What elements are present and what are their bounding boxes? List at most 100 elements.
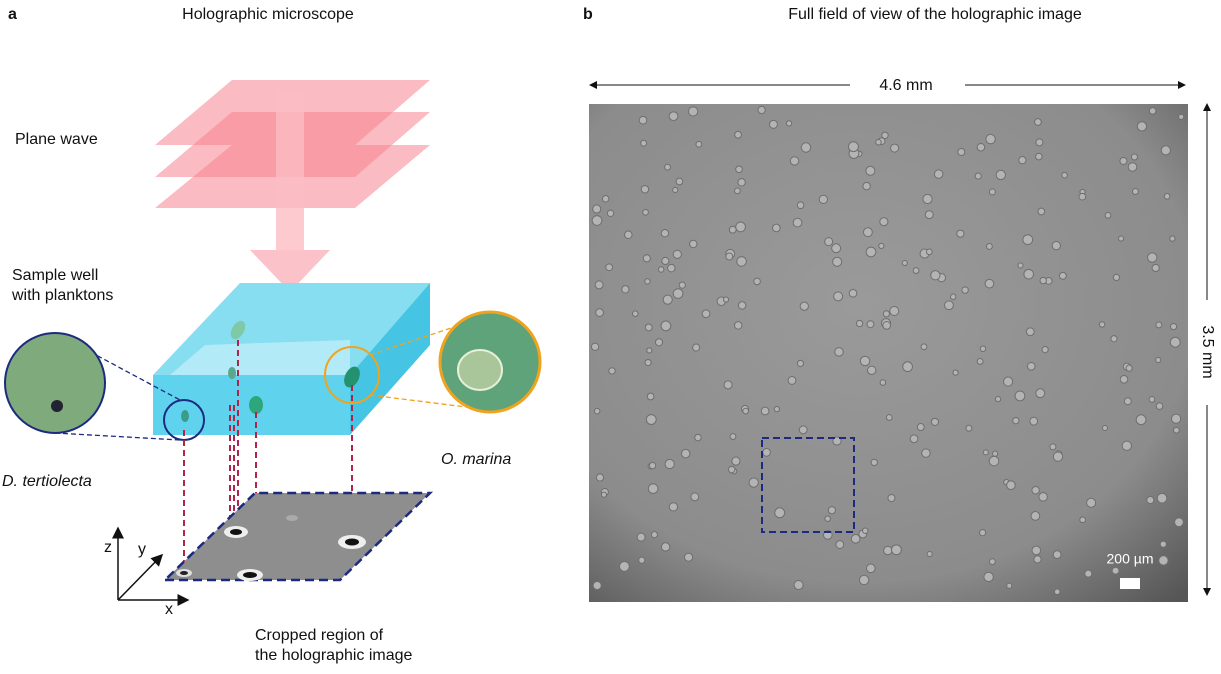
particle xyxy=(1120,157,1127,164)
particle xyxy=(1023,235,1033,245)
particle xyxy=(986,134,995,143)
particle xyxy=(736,222,746,232)
particle xyxy=(702,310,710,318)
particle xyxy=(625,231,632,238)
panel-title: Full field of view of the holographic im… xyxy=(788,6,1082,23)
particle xyxy=(926,249,932,255)
particle xyxy=(886,415,892,421)
particle xyxy=(734,322,742,330)
particle xyxy=(1007,583,1012,588)
particle xyxy=(673,250,681,258)
particle xyxy=(601,492,606,497)
particle xyxy=(1128,163,1137,172)
particle xyxy=(1087,498,1096,507)
particle xyxy=(730,434,736,440)
particle xyxy=(593,581,601,589)
particle xyxy=(1031,512,1040,521)
particle xyxy=(1099,322,1104,327)
particle xyxy=(891,144,899,152)
particle xyxy=(1032,487,1040,495)
particle xyxy=(1111,336,1117,342)
particle xyxy=(1136,415,1146,425)
particle xyxy=(1018,263,1023,268)
particle xyxy=(774,406,779,411)
particle xyxy=(966,425,972,431)
particle xyxy=(996,170,1005,179)
particle xyxy=(945,301,954,310)
cell xyxy=(51,400,63,412)
particle xyxy=(1149,108,1156,115)
particle xyxy=(1032,546,1041,555)
particle xyxy=(1156,403,1163,410)
particle xyxy=(835,348,844,357)
particle xyxy=(676,178,683,185)
particle xyxy=(637,533,645,541)
particle xyxy=(661,543,669,551)
particle xyxy=(679,282,685,288)
particle xyxy=(983,450,988,455)
particle xyxy=(800,302,808,310)
particle xyxy=(910,435,918,443)
particle xyxy=(645,359,651,365)
particle xyxy=(788,377,796,385)
particle xyxy=(645,279,650,284)
particle xyxy=(1159,556,1168,565)
particle xyxy=(985,279,994,288)
particle xyxy=(743,408,749,414)
particle xyxy=(801,143,810,152)
figure: a Holographic microscope Plane wave Samp… xyxy=(0,0,1221,669)
panel-letter: b xyxy=(583,6,593,23)
particle xyxy=(738,179,745,186)
particle xyxy=(663,295,672,304)
particle xyxy=(925,211,933,219)
particle xyxy=(665,164,671,170)
particle xyxy=(735,188,741,194)
particle xyxy=(993,451,998,456)
particle xyxy=(647,393,654,400)
particle xyxy=(957,230,964,237)
particle xyxy=(986,244,992,250)
particle xyxy=(1157,493,1167,503)
particle xyxy=(1053,551,1061,559)
particle xyxy=(1062,172,1068,178)
particle xyxy=(1059,272,1066,279)
panel-title: Holographic microscope xyxy=(182,6,354,23)
particle xyxy=(1172,414,1181,423)
particle xyxy=(1174,427,1180,433)
particle xyxy=(643,255,650,262)
axis-label: y xyxy=(138,541,146,558)
axis-label: x xyxy=(165,601,173,618)
particle xyxy=(884,546,892,554)
particle xyxy=(1015,391,1025,401)
particle xyxy=(647,348,652,353)
particle xyxy=(923,194,932,203)
particle xyxy=(883,311,889,317)
particle xyxy=(883,321,891,329)
particle xyxy=(984,572,993,581)
particle xyxy=(917,424,924,431)
particle xyxy=(931,271,940,280)
particle xyxy=(665,459,674,468)
particle xyxy=(868,366,876,374)
cell xyxy=(458,350,502,390)
particle xyxy=(1105,212,1111,218)
particle xyxy=(866,247,876,257)
particle xyxy=(1126,365,1132,371)
dimension-label: 4.6 mm xyxy=(879,77,932,94)
particle xyxy=(681,449,689,457)
particle xyxy=(797,360,803,366)
zoom-left xyxy=(5,333,105,433)
particle xyxy=(825,238,833,246)
particle xyxy=(975,173,981,179)
particle xyxy=(866,166,875,175)
axes xyxy=(118,528,188,600)
particle xyxy=(876,139,882,145)
particle xyxy=(1170,236,1175,241)
particle xyxy=(863,228,872,237)
particle xyxy=(1079,193,1086,200)
particle xyxy=(1170,337,1180,347)
particle xyxy=(1161,146,1170,155)
particle xyxy=(867,321,874,328)
species-label: D. tertiolecta xyxy=(2,473,92,490)
particle xyxy=(1119,236,1124,241)
